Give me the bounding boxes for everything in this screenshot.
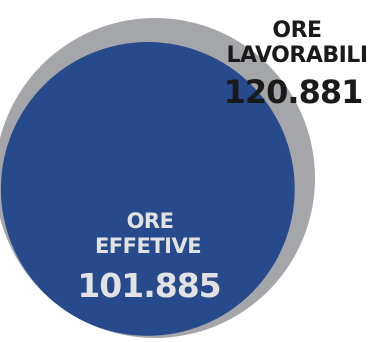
bubble-ore-effetive bbox=[0, 42, 295, 336]
label-ore-lavorabili-line2: LAVORABILI bbox=[226, 43, 367, 68]
value-ore-effetive: 101.885 bbox=[77, 266, 220, 305]
value-ore-lavorabili: 120.881 bbox=[224, 73, 363, 111]
label-ore-effetive-line2: EFFETIVE bbox=[95, 234, 201, 258]
label-ore-lavorabili-line1: ORE bbox=[272, 18, 321, 43]
label-ore-effetive-line1: ORE bbox=[127, 209, 174, 233]
